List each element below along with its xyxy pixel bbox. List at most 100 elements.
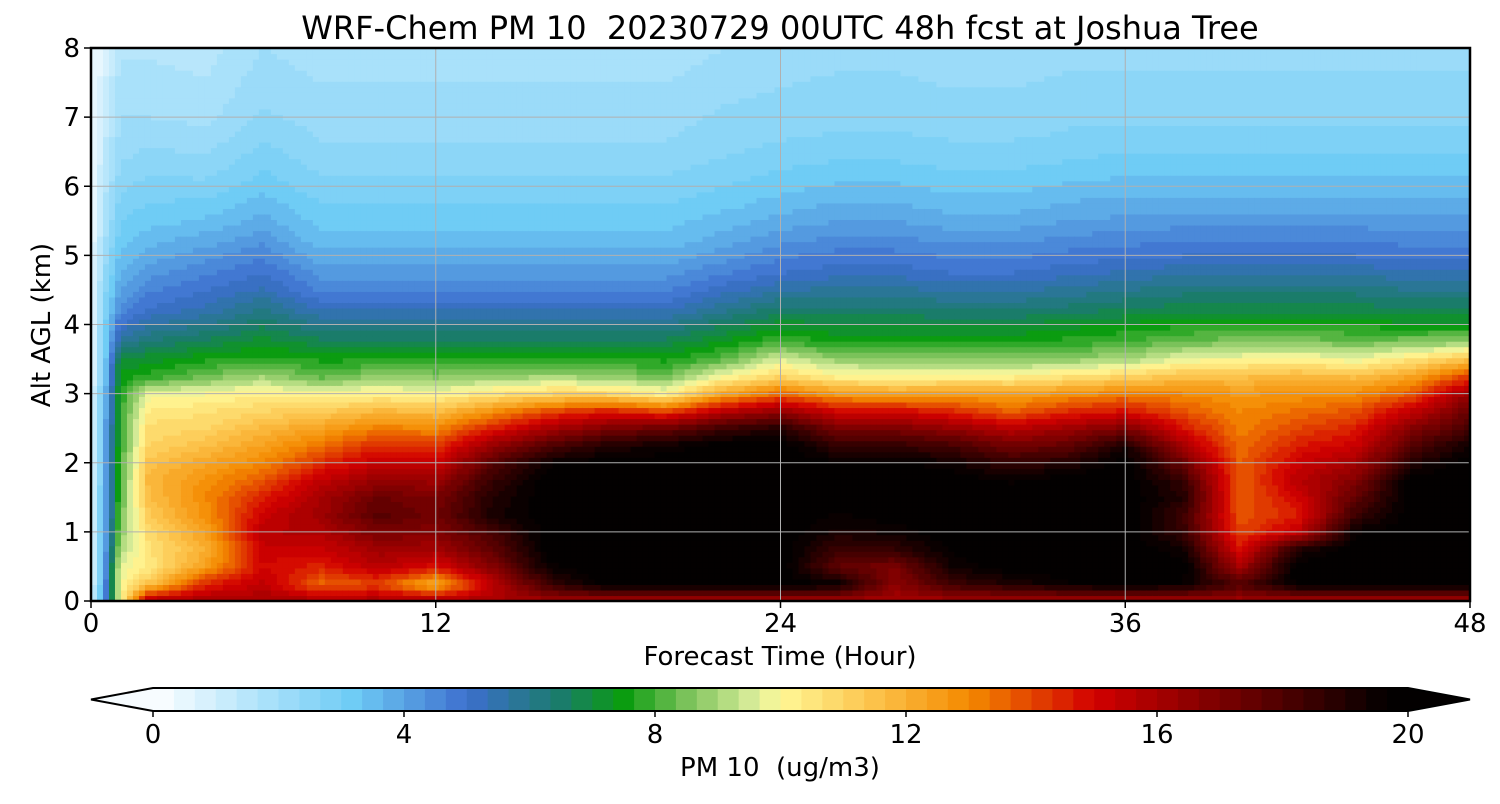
heatmap-cell [349, 313, 356, 319]
heatmap-cell [289, 524, 296, 530]
heatmap-cell [97, 513, 104, 519]
heatmap-cell [151, 275, 158, 281]
heatmap-cell [355, 142, 362, 148]
heatmap-cell [175, 407, 182, 413]
heatmap-cell [349, 374, 356, 380]
heatmap-cell [337, 142, 344, 148]
heatmap-cell [373, 507, 380, 513]
heatmap-cell [217, 286, 224, 292]
heatmap-cell [271, 81, 278, 87]
heatmap-cell [193, 490, 200, 496]
heatmap-cell [379, 170, 386, 176]
heatmap-cell [289, 197, 296, 203]
heatmap-cell [181, 208, 188, 214]
heatmap-cell [283, 302, 290, 308]
heatmap-cell [379, 291, 386, 297]
heatmap-cell [109, 424, 116, 430]
heatmap-cell [385, 341, 392, 347]
heatmap-cell [295, 551, 302, 557]
heatmap-cell [139, 286, 146, 292]
heatmap-cell [103, 518, 110, 524]
heatmap-cell [265, 70, 272, 76]
heatmap-cell [223, 430, 230, 436]
heatmap-cell [325, 325, 332, 331]
heatmap-cell [139, 280, 146, 286]
heatmap-cell [355, 419, 362, 425]
heatmap-cell [295, 496, 302, 502]
heatmap-cell [211, 407, 218, 413]
heatmap-cell [253, 479, 260, 485]
heatmap-cell [157, 109, 164, 115]
heatmap-cell [199, 92, 206, 98]
heatmap-cell [181, 352, 188, 358]
heatmap-cell [379, 76, 386, 82]
heatmap-cell [121, 446, 128, 452]
heatmap-cell [385, 230, 392, 236]
heatmap-cell [181, 551, 188, 557]
heatmap-cell [223, 208, 230, 214]
heatmap-cell [217, 557, 224, 563]
heatmap-cell [169, 413, 176, 419]
heatmap-cell [367, 358, 374, 364]
heatmap-cell [133, 269, 140, 275]
heatmap-cell [253, 524, 260, 530]
heatmap-cell [307, 197, 314, 203]
heatmap-cell [235, 584, 242, 590]
heatmap-cell [109, 479, 116, 485]
heatmap-cell [193, 59, 200, 65]
heatmap-cell [277, 501, 284, 507]
heatmap-cell [385, 170, 392, 176]
heatmap-cell [133, 535, 140, 541]
heatmap-cell [313, 590, 320, 596]
heatmap-cell [385, 269, 392, 275]
heatmap-cell [385, 513, 392, 519]
heatmap-cell [373, 430, 380, 436]
heatmap-cell [367, 330, 374, 336]
heatmap-cell [121, 170, 128, 176]
heatmap-cell [271, 352, 278, 358]
heatmap-cell [301, 374, 308, 380]
heatmap-cell [277, 573, 284, 579]
heatmap-cell [115, 242, 122, 248]
heatmap-cell [259, 214, 266, 220]
heatmap-cell [133, 192, 140, 198]
heatmap-cell [97, 352, 104, 358]
heatmap-cell [229, 214, 236, 220]
heatmap-cell [343, 92, 350, 98]
heatmap-cell [313, 513, 320, 519]
heatmap-cell [355, 280, 362, 286]
heatmap-cell [163, 103, 170, 109]
heatmap-cell [259, 120, 266, 126]
heatmap-cell [259, 435, 266, 441]
heatmap-cell [199, 54, 206, 60]
heatmap-cell [139, 269, 146, 275]
heatmap-cell [97, 170, 104, 176]
heatmap-cell [187, 435, 194, 441]
heatmap-cell [331, 568, 338, 574]
heatmap-cell [373, 87, 380, 93]
heatmap-cell [163, 175, 170, 181]
heatmap-cell [109, 369, 116, 375]
heatmap-cell [193, 435, 200, 441]
heatmap-cell [241, 463, 248, 469]
heatmap-cell [301, 590, 308, 596]
heatmap-cell [187, 159, 194, 165]
heatmap-cell [373, 557, 380, 563]
heatmap-cell [229, 269, 236, 275]
heatmap-cell [259, 540, 266, 546]
heatmap-cell [181, 164, 188, 170]
heatmap-cell [217, 452, 224, 458]
heatmap-cell [337, 513, 344, 519]
heatmap-cell [385, 286, 392, 292]
heatmap-cell [307, 535, 314, 541]
heatmap-cell [217, 70, 224, 76]
heatmap-cell [109, 65, 116, 71]
heatmap-cell [343, 562, 350, 568]
heatmap-cell [115, 170, 122, 176]
heatmap-cell [163, 59, 170, 65]
heatmap-cell [151, 131, 158, 137]
heatmap-cell [97, 136, 104, 142]
heatmap-cell [283, 358, 290, 364]
heatmap-cell [211, 247, 218, 253]
heatmap-cell [325, 247, 332, 253]
